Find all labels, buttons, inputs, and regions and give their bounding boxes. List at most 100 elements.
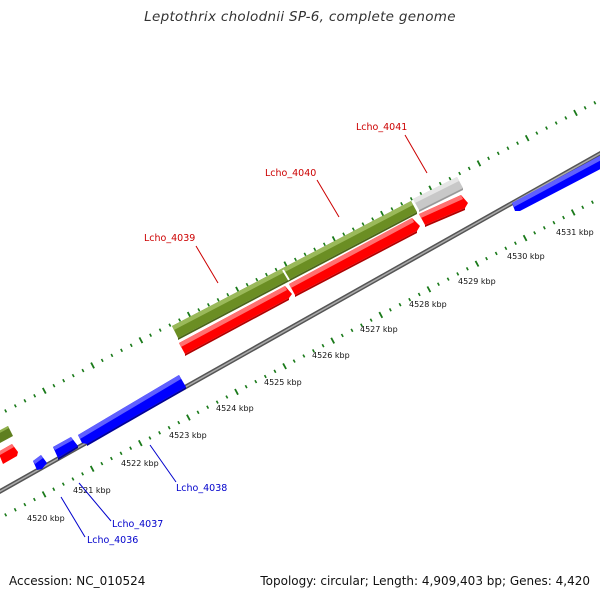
inner-scale-minor-tick: [4, 513, 8, 517]
inner-scale-major-tick: [138, 439, 143, 447]
outer-scale-minor-tick: [467, 166, 471, 171]
inner-scale-major-tick: [282, 362, 287, 370]
outer-scale-minor-tick: [120, 348, 124, 353]
inner-scale-minor-tick: [32, 497, 36, 502]
gene-arrow-lcho-4037: [53, 437, 78, 460]
inner-scale-major-tick: [330, 337, 335, 344]
inner-scale-minor-tick: [446, 277, 450, 281]
inner-scale-minor-tick: [456, 272, 460, 276]
inner-scale-minor-tick: [350, 328, 354, 333]
inner-scale-minor-tick: [196, 410, 200, 415]
outer-scale-minor-tick: [226, 292, 230, 297]
inner-scale-minor-tick: [225, 395, 229, 399]
outer-scale-minor-tick: [361, 222, 365, 226]
outer-scale-minor-tick: [23, 399, 27, 403]
inner-scale-minor-tick: [590, 200, 594, 204]
inner-scale-minor-tick: [504, 246, 508, 251]
inner-scale-minor-tick: [321, 343, 325, 348]
outer-scale-minor-tick: [535, 131, 539, 135]
gene-label-lcho-4040: Lcho_4040: [265, 168, 316, 179]
feature-bar-lcho-4041: [413, 177, 463, 212]
outer-scale-minor-tick: [419, 191, 423, 196]
inner-scale-major-tick: [426, 286, 432, 293]
outer-scale-minor-tick: [197, 308, 201, 312]
inner-scale-minor-tick: [552, 220, 556, 225]
inner-scale-minor-tick: [244, 384, 248, 389]
cds-bar-lcho-4039-4040: [172, 201, 417, 340]
scale-tick-labels: 4520 kbp 4521 kbp 4522 kbp 4523 kbp 4524…: [27, 228, 594, 523]
outer-scale-minor-tick: [554, 121, 558, 125]
outer-scale-major-tick: [138, 336, 144, 344]
cds-bar-left-edge: [0, 426, 13, 443]
inner-scale-minor-tick: [23, 502, 27, 507]
inner-scale-minor-tick: [109, 456, 113, 461]
outer-scale-minor-tick: [178, 318, 182, 322]
leader-lcho-4041: [404, 134, 428, 174]
inner-scale-minor-tick: [292, 359, 296, 363]
outer-scale-minor-tick: [274, 267, 278, 272]
leader-lcho-4037: [78, 482, 112, 522]
gene-label-lcho-4037: Lcho_4037: [112, 519, 163, 530]
inner-scale-major-tick: [234, 388, 239, 396]
outer-scale-minor-tick: [496, 151, 500, 156]
gene-arrow-right-edge: [512, 155, 600, 211]
gene-arrow-lcho-4038: [78, 375, 186, 446]
inner-scale-minor-tick: [71, 477, 75, 481]
tick-label-4529: 4529 kbp: [458, 277, 496, 286]
gene-arrow-lcho-4041: [419, 195, 468, 227]
outer-scale-minor-tick: [371, 217, 375, 221]
inner-scale-minor-tick: [417, 292, 421, 297]
inner-scale-minor-tick: [513, 241, 517, 245]
outer-scale-minor-tick: [216, 298, 220, 302]
gene-label-lcho-4036: Lcho_4036: [87, 535, 138, 546]
outer-scale-major-tick: [90, 362, 95, 369]
gene-label-leaders: [60, 134, 428, 538]
inner-scale-minor-tick: [52, 487, 56, 492]
outer-scale-minor-tick: [255, 277, 259, 282]
outer-scale-minor-tick: [245, 282, 249, 287]
tick-label-4523: 4523 kbp: [169, 431, 207, 440]
inner-scale-minor-tick: [436, 282, 440, 286]
inner-scale-major-tick: [186, 414, 191, 421]
outer-scale-minor-tick: [206, 303, 210, 307]
inner-scale-minor-tick: [100, 461, 104, 466]
outer-scale-major-tick: [476, 160, 482, 167]
tick-label-4521: 4521 kbp: [73, 486, 111, 495]
outer-scale-minor-tick: [149, 333, 153, 337]
gene-label-lcho-4038: Lcho_4038: [176, 483, 227, 494]
gene-label-lcho-4039: Lcho_4039: [144, 233, 195, 244]
inner-scale-minor-tick: [302, 354, 306, 358]
gene-arrow-lcho-4036: [33, 455, 47, 470]
inner-scale-major-tick: [41, 491, 47, 498]
inner-scale-major-tick: [570, 209, 576, 216]
outer-scale-minor-tick: [448, 176, 452, 181]
outer-scale-minor-tick: [71, 373, 75, 378]
outer-scale-minor-tick: [516, 141, 520, 145]
inner-scale-minor-tick: [408, 297, 412, 302]
outer-scale-minor-tick: [62, 378, 66, 383]
outer-scale-minor-tick: [400, 202, 404, 206]
inner-scale-minor-tick: [148, 436, 152, 440]
inner-scale-minor-tick: [167, 425, 171, 430]
outer-scale-minor-tick: [293, 257, 297, 262]
outer-scale-minor-tick: [129, 343, 133, 348]
map-title: Leptothrix cholodnii SP-6, complete geno…: [144, 9, 456, 25]
gene-label-lcho-4041: Lcho_4041: [356, 122, 407, 133]
inner-scale-major-tick: [522, 234, 528, 242]
outer-scale-minor-tick: [4, 409, 8, 413]
inner-scale-minor-tick: [129, 446, 133, 450]
outer-scale-minor-tick: [545, 126, 549, 130]
gene-labels: Lcho_4039 Lcho_4040 Lcho_4041 Lcho_4038 …: [87, 122, 407, 546]
tick-label-4522: 4522 kbp: [121, 459, 159, 468]
inner-scale-minor-tick: [263, 374, 267, 379]
outer-scale-minor-tick: [593, 101, 597, 105]
outer-scale-minor-tick: [264, 272, 268, 277]
cds-forward-track: [0, 177, 463, 443]
tick-label-4530: 4530 kbp: [507, 252, 545, 261]
outer-scale-major-tick: [524, 134, 530, 142]
inner-scale-minor-tick: [254, 379, 258, 384]
tick-label-4525: 4525 kbp: [264, 378, 302, 387]
inner-scale-minor-tick: [562, 215, 566, 220]
tick-label-4527: 4527 kbp: [360, 325, 398, 334]
